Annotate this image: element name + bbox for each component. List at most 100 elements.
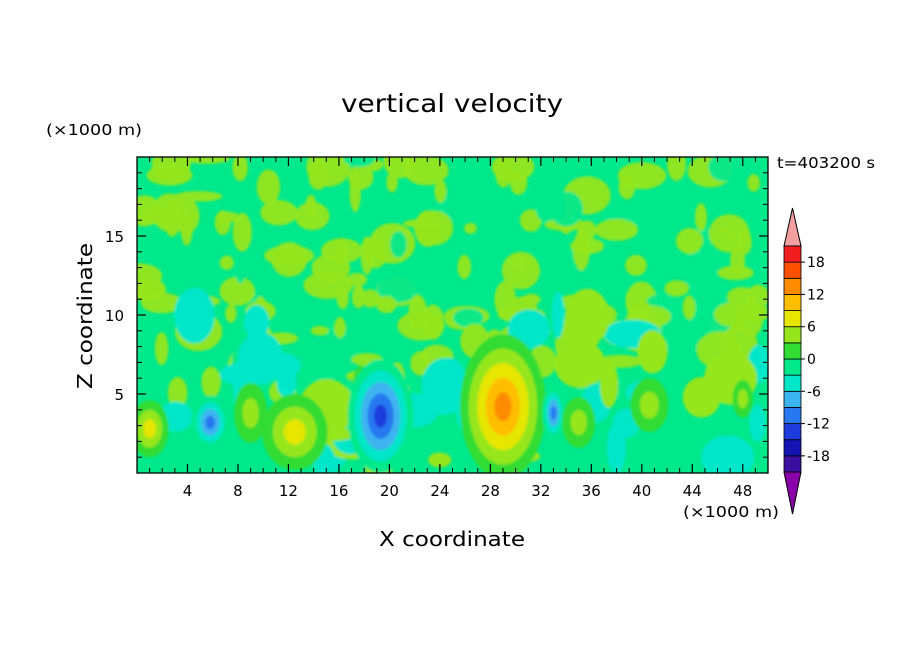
chart-title: vertical velocity <box>341 89 563 118</box>
x-tick-label: 8 <box>233 482 243 500</box>
field-speckle <box>376 295 397 314</box>
field-speckle <box>360 236 374 275</box>
field-speckle <box>151 157 191 182</box>
colorbar-band <box>783 310 802 328</box>
field-patch <box>551 290 565 339</box>
field-patch <box>554 340 606 388</box>
colorbar-label: -12 <box>807 417 830 433</box>
x-tick-label: 36 <box>582 482 601 500</box>
field-patch <box>701 435 755 473</box>
field-patch <box>421 358 469 415</box>
field-speckle <box>573 230 590 271</box>
updraft-contour <box>737 389 748 409</box>
colorbar-min-extension <box>783 471 802 515</box>
field-speckle <box>219 276 256 306</box>
field-speckle <box>413 210 454 246</box>
field-speckle <box>232 212 252 252</box>
y-tick-label: 5 <box>114 386 124 404</box>
x-tick-label: 16 <box>329 482 348 500</box>
field-patch <box>174 287 215 344</box>
x-unit-label: (×1000 m) <box>683 503 779 521</box>
field-speckle <box>294 202 330 231</box>
field-speckle <box>313 346 336 387</box>
x-tick-label: 48 <box>733 482 752 500</box>
field-speckle <box>182 157 231 164</box>
field-speckle <box>667 157 686 181</box>
field-speckle <box>403 157 449 186</box>
colorbar-band <box>783 261 802 279</box>
field-speckle <box>310 325 329 336</box>
field-speckle <box>675 228 704 254</box>
field-speckle <box>625 254 647 276</box>
updraft-contour <box>494 392 512 422</box>
colorbar-band <box>783 245 802 263</box>
x-tick-label: 28 <box>481 482 500 500</box>
colorbar-label: 18 <box>807 255 825 271</box>
field-speckle <box>260 200 298 226</box>
x-tick-label: 32 <box>531 482 550 500</box>
colorbar-band <box>783 358 802 376</box>
field-patch <box>599 360 619 408</box>
field-speckle <box>303 271 353 300</box>
field-speckle <box>225 304 237 323</box>
field-speckle <box>390 231 407 258</box>
field-speckle <box>361 289 380 308</box>
field-patch <box>565 288 610 346</box>
colorbar-band <box>783 294 802 311</box>
x-tick-label: 4 <box>183 482 193 500</box>
field-speckle <box>140 292 183 314</box>
field-speckle <box>351 285 366 309</box>
time-label: t=403200 s <box>777 154 875 172</box>
colorbar-label: 0 <box>807 352 816 368</box>
field-speckle <box>232 157 248 182</box>
field-speckle <box>308 161 328 190</box>
field-speckle <box>464 222 477 234</box>
field-speckle <box>453 308 484 328</box>
field-speckle <box>694 203 707 232</box>
field-speckle <box>664 280 689 297</box>
colorbar-band <box>783 390 802 408</box>
updraft-contour <box>570 409 587 436</box>
x-tick-label: 12 <box>279 482 298 500</box>
field-speckle <box>658 335 706 353</box>
field-patch <box>243 304 270 340</box>
field-speckle <box>187 254 208 293</box>
field-speckle <box>137 195 162 227</box>
field-speckle <box>219 255 234 270</box>
downdraft-contour <box>550 406 557 420</box>
field-speckle <box>256 169 281 205</box>
field-patch <box>682 377 721 418</box>
field-speckle <box>595 219 639 241</box>
field-speckle <box>201 366 221 398</box>
colorbar-label: 6 <box>807 320 816 336</box>
field-speckle <box>519 209 542 232</box>
colorbar-label: -6 <box>807 384 821 400</box>
field-speckle <box>747 174 760 192</box>
field-speckle <box>343 157 376 167</box>
field-speckle <box>336 330 358 366</box>
updraft-contour <box>242 397 259 428</box>
y-unit-label: (×1000 m) <box>46 121 142 139</box>
colorbar-label: -18 <box>807 449 830 465</box>
y-tick-label: 15 <box>105 228 124 246</box>
y-tick-label: 10 <box>105 307 124 325</box>
colorbar-band <box>783 326 802 344</box>
field-speckle <box>215 211 240 223</box>
field-speckle <box>235 260 246 284</box>
colorbar-band <box>783 407 802 424</box>
field-patch <box>276 366 297 398</box>
field-speckle <box>726 287 757 307</box>
field-speckle <box>702 257 718 274</box>
x-tick-label: 20 <box>380 482 399 500</box>
field-speckle <box>708 157 741 182</box>
field-speckle <box>708 214 750 253</box>
field-speckle <box>457 254 471 280</box>
colorbar-max-extension <box>783 207 802 247</box>
field-patch <box>428 452 452 468</box>
colorbar-band <box>783 439 802 457</box>
field-speckle <box>163 198 181 237</box>
field-speckle <box>346 272 368 287</box>
downdraft-contour <box>205 415 215 430</box>
heatmap-field <box>137 157 768 473</box>
